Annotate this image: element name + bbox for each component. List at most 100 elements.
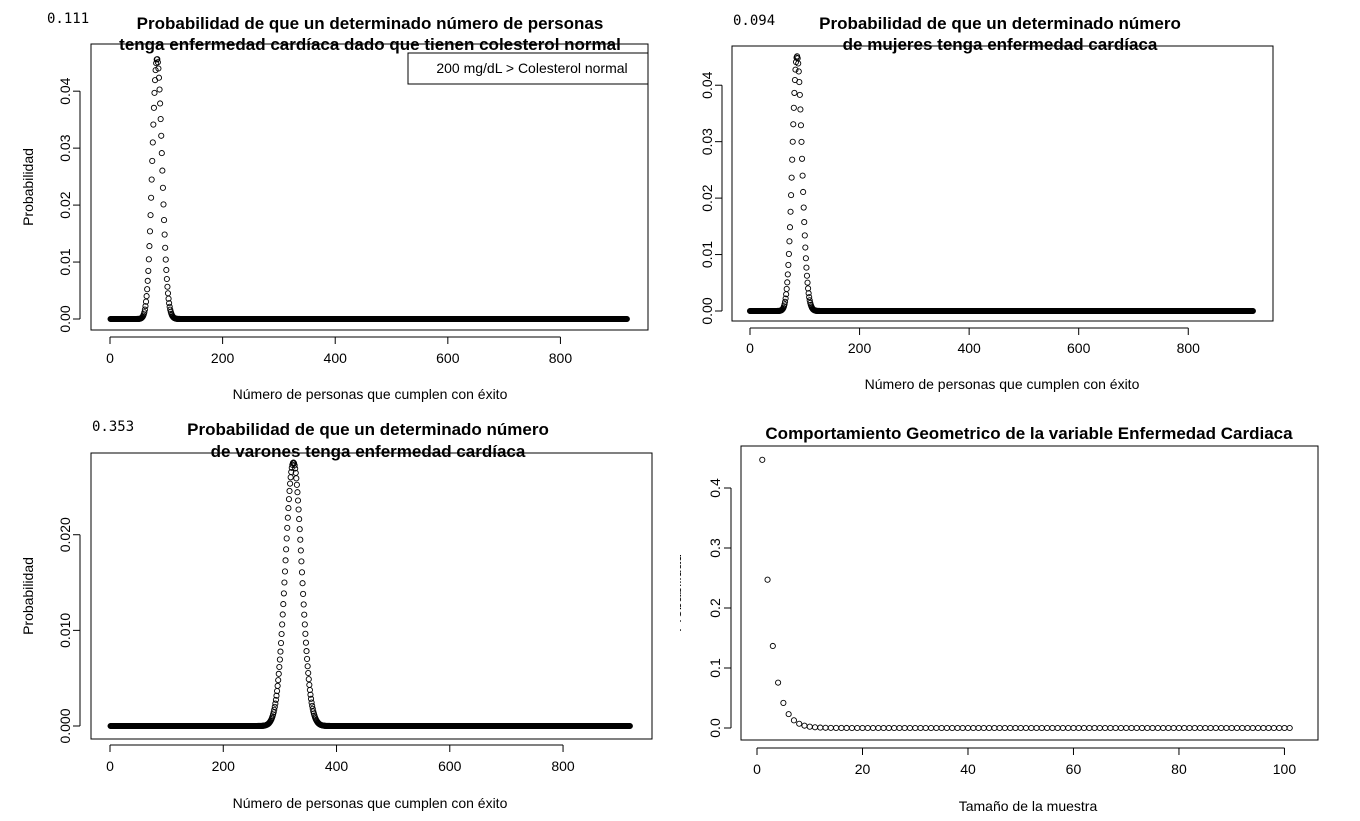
data-point [148,176,155,183]
data-point [801,219,808,226]
x-axis-label: Número de personas que cumplen con éxito [233,386,508,402]
data-point [797,106,804,113]
data-point [1001,724,1008,732]
data-point [1197,724,1204,732]
data-point [275,677,282,684]
y-tick-label: 0.04 [699,71,715,98]
data-point [827,724,834,731]
chart-mujeres-svg: Probabilidad de que un determinado númer… [699,13,1274,392]
data-point [149,157,156,164]
data-point [1249,307,1256,315]
x-tick-label: 20 [855,761,871,777]
data-point [996,724,1003,732]
data-point [1044,724,1051,732]
data-point [1191,724,1198,732]
data-point [1239,724,1246,732]
data-point [804,279,811,286]
data-point [784,271,791,278]
data-point [1255,724,1262,732]
data-point [885,724,892,732]
data-point [784,279,791,286]
data-point [292,465,299,472]
data-point [991,724,998,732]
chart-panel-colesterol: Probabilidad de que un determinado númer… [0,0,680,410]
data-point [975,724,982,732]
chart-title: Probabilidad de que un determinado númer… [137,14,604,33]
x-tick-label: 0 [106,350,114,366]
data-point [280,590,287,597]
data-point [1265,724,1272,732]
data-point [307,691,314,698]
data-point [896,724,903,732]
data-point [806,723,813,730]
x-tick-label: 600 [436,350,460,366]
chart-panel-mujeres: Probabilidad de que un determinado númer… [680,0,1360,410]
data-point [141,306,148,313]
data-point [1049,724,1056,732]
chart-title: tenga enfermedad cardíaca dado que tiene… [119,35,621,54]
data-point [276,656,283,663]
data-point [1112,724,1119,732]
data-point [285,505,292,512]
chart-geometrico-svg: Comportamiento Geometrico de la variable… [680,424,1319,814]
x-tick-label: 600 [438,758,462,774]
data-point [875,724,882,732]
x-tick-label: 800 [549,350,573,366]
data-point [901,724,908,732]
data-point [1165,724,1172,732]
data-point [964,724,972,732]
data-point [792,66,799,73]
data-point [802,244,809,251]
y-tick-label: 0.04 [57,77,73,104]
data-point [293,481,300,488]
data-point [1228,724,1235,732]
data-point [781,301,788,308]
y-tick-label: 0.020 [57,517,73,552]
chart-title: Probabilidad de que un determinado númer… [819,14,1181,33]
data-point [838,724,845,732]
data-point [298,558,305,565]
data-point [933,724,940,732]
data-point [1133,724,1140,732]
data-point [798,138,805,145]
data-point [811,724,819,731]
data-point [802,255,809,262]
legend-box [407,52,649,85]
data-point [287,480,294,487]
data-point [276,663,283,671]
x-tick-label: 800 [551,758,575,774]
data-point [1207,724,1214,732]
data-point [1086,724,1093,732]
data-point [795,68,802,75]
data-point [1138,724,1146,732]
data-point [288,468,295,476]
legend-text: 200 mg/dL > Colesterol normal [436,60,627,76]
data-point [294,489,301,496]
data-point [949,724,956,732]
plot-frame [740,445,1319,741]
data-point [626,722,633,730]
x-tick-label: 200 [848,340,872,356]
x-axis-label: Número de personas que cumplen con éxito [865,376,1140,392]
data-point [287,474,294,481]
data-point [164,290,172,297]
data-point [1170,724,1177,732]
data-point [782,298,789,305]
y-axis-label: Probabilidad [20,148,36,226]
data-point [306,686,313,694]
y-tick-label: 0.01 [699,241,715,268]
y-tick-label: 0.000 [57,708,73,743]
data-point [822,724,829,731]
data-point [302,630,309,637]
data-point [1186,724,1193,732]
data-point [803,264,810,271]
data-point [307,695,315,702]
data-point [279,621,286,628]
data-point [943,724,950,732]
data-point [1075,724,1082,732]
data-point [1223,724,1230,732]
data-point [869,724,877,732]
data-point [1022,724,1030,732]
y-axis-label: Probabilidad [680,554,684,632]
y-axis-label: Probabilidad [20,557,36,635]
